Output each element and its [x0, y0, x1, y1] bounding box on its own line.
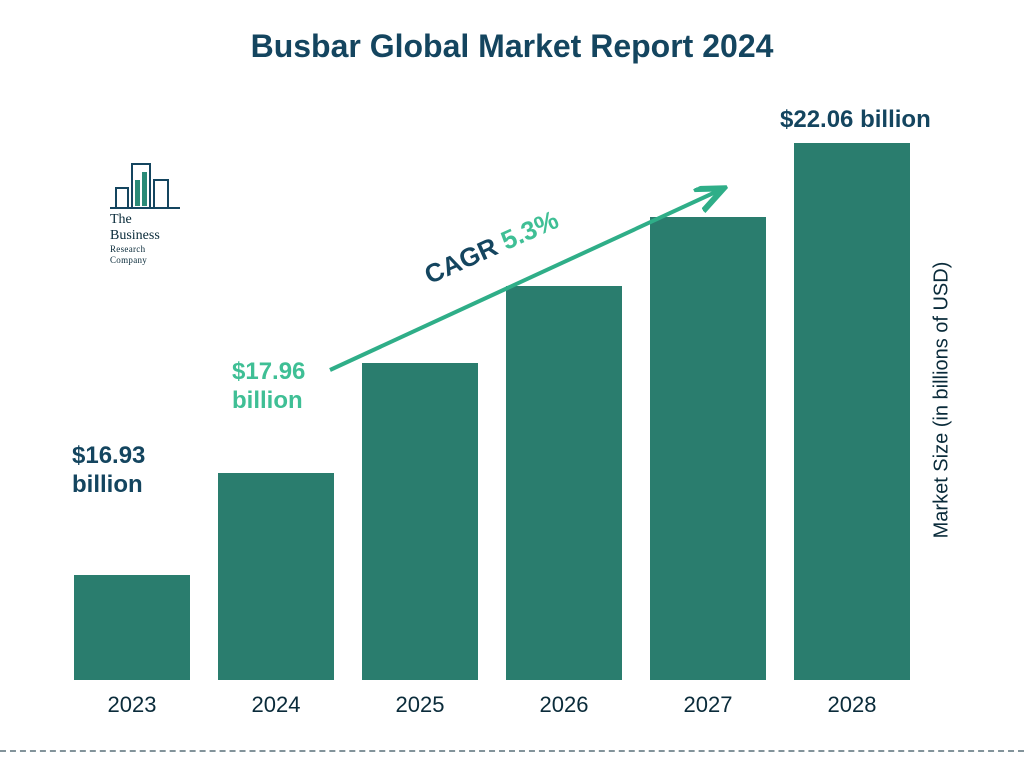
- chart-container: { "title": { "text": "Busbar Global Mark…: [0, 0, 1024, 768]
- x-label: 2027: [650, 692, 766, 718]
- value-label-0: $16.93billion: [72, 442, 145, 500]
- footer-divider: [0, 750, 1024, 752]
- page-title: Busbar Global Market Report 2024: [0, 28, 1024, 65]
- x-label: 2025: [362, 692, 478, 718]
- value-label-1: $17.96billion: [232, 358, 305, 416]
- y-axis-label: Market Size (in billions of USD): [931, 262, 954, 539]
- bar-2025: [362, 363, 478, 680]
- bar-chart: [72, 120, 912, 680]
- x-label: 2024: [218, 692, 334, 718]
- x-label: 2028: [794, 692, 910, 718]
- x-label: 2023: [74, 692, 190, 718]
- bar-2024: [218, 473, 334, 680]
- bar-2026: [506, 286, 622, 680]
- bar-2028: [794, 143, 910, 680]
- bar-2023: [74, 575, 190, 680]
- value-label-2: $22.06 billion: [780, 106, 931, 135]
- x-label: 2026: [506, 692, 622, 718]
- bar-2027: [650, 217, 766, 680]
